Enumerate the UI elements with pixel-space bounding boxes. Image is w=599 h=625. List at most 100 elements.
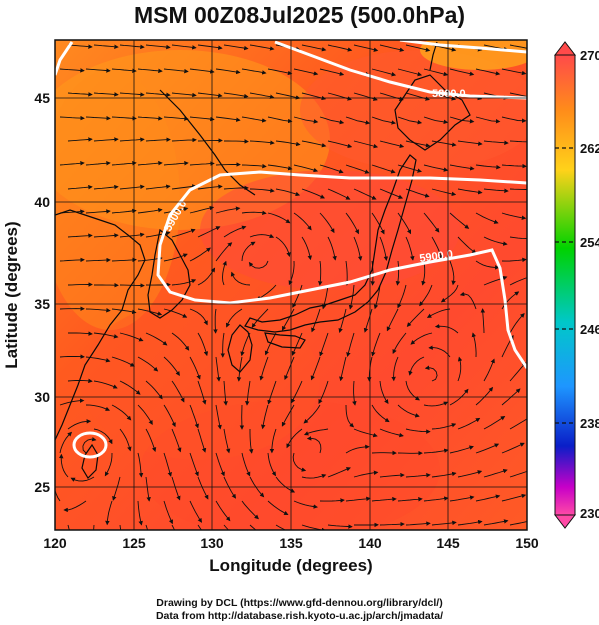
- streamline: [215, 242, 233, 262]
- streamline: [171, 184, 197, 190]
- streamline: [137, 500, 143, 526]
- streamline: [426, 308, 451, 318]
- streamline: [275, 236, 291, 257]
- streamline: [457, 356, 463, 382]
- streamline: [137, 356, 159, 372]
- streamline: [82, 436, 97, 454]
- streamline: [293, 116, 319, 124]
- streamline: [251, 308, 269, 328]
- streamline: [59, 115, 85, 121]
- streamline: [352, 380, 357, 406]
- streamline: [145, 476, 151, 502]
- coast-russia: [159, 89, 256, 196]
- streamline: [327, 524, 353, 529]
- streamline: [371, 404, 390, 423]
- contour-label: 5800.0: [432, 88, 466, 100]
- streamline: [423, 116, 449, 125]
- streamline: [373, 284, 381, 310]
- streamline: [475, 260, 500, 270]
- streamline: [319, 498, 345, 503]
- streamline: [93, 380, 118, 389]
- streamline: [119, 524, 122, 530]
- y-tick-label: 45: [34, 90, 50, 106]
- streamline: [353, 428, 378, 438]
- streamline: [224, 139, 249, 144]
- streamline: [405, 92, 430, 101]
- streamline: [197, 524, 202, 530]
- streamline: [345, 164, 370, 174]
- streamline: [171, 524, 176, 530]
- graticule: [55, 40, 527, 530]
- streamline: [248, 429, 254, 454]
- streamline: [245, 380, 251, 406]
- streamline: [405, 473, 431, 478]
- streamline: [197, 380, 207, 405]
- streamline: [379, 380, 389, 405]
- streamline: [536, 318, 555, 333]
- streamline: [241, 241, 256, 262]
- streamline: [301, 188, 326, 199]
- streamline: [249, 140, 275, 145]
- map-title: MSM 00Z08Jul2025 (500.0hPa): [133, 2, 466, 28]
- streamline: [248, 260, 269, 269]
- streamline: [483, 236, 508, 246]
- wind-streamlines: [55, 44, 555, 530]
- coast-shikoku: [264, 332, 306, 349]
- streamline: [371, 332, 381, 357]
- streamline: [509, 470, 527, 478]
- streamline: [449, 260, 456, 286]
- streamline: [457, 140, 483, 146]
- streamline: [345, 116, 371, 125]
- streamline: [197, 138, 223, 143]
- streamline: [480, 308, 486, 334]
- y-axis-label: Latitude (degrees): [2, 221, 21, 369]
- streamline: [249, 44, 275, 51]
- streamline: [223, 44, 249, 51]
- streamline: [220, 332, 225, 358]
- streamline: [301, 236, 313, 261]
- streamline: [119, 137, 145, 142]
- streamline: [353, 140, 379, 149]
- streamline: [236, 356, 243, 382]
- streamline: [423, 448, 449, 454]
- streamline: [528, 257, 552, 261]
- streamline: [111, 116, 137, 121]
- streamline: [269, 428, 277, 454]
- streamline: [405, 236, 415, 261]
- streamline: [197, 184, 223, 190]
- streamline: [371, 164, 396, 174]
- streamline: [267, 500, 289, 516]
- streamline: [163, 68, 189, 74]
- streamline: [241, 500, 259, 520]
- streamline: [509, 277, 527, 286]
- streamline: [509, 188, 527, 190]
- streamline: [249, 188, 275, 193]
- streamline: [475, 443, 500, 454]
- streamline: [85, 68, 111, 73]
- streamline: [230, 271, 251, 286]
- streamline: [528, 340, 545, 357]
- streamline: [241, 163, 267, 169]
- contour-5800-north: [274, 40, 527, 100]
- streamline: [301, 473, 327, 479]
- streamline: [281, 404, 295, 427]
- streamline: [509, 521, 527, 526]
- x-tick-label: 125: [122, 535, 146, 551]
- contour-5800-ne: [399, 40, 527, 54]
- streamline: [223, 380, 228, 406]
- streamline: [475, 212, 499, 224]
- streamline: [405, 521, 431, 526]
- streamline: [421, 260, 426, 286]
- streamline: [249, 524, 257, 530]
- streamline: [319, 332, 329, 357]
- streamline: [379, 428, 404, 438]
- streamline: [93, 184, 119, 190]
- streamline: [483, 468, 508, 478]
- streamline: [85, 115, 111, 121]
- streamline: [67, 184, 93, 190]
- streamline: [93, 44, 119, 49]
- streamline: [501, 212, 527, 220]
- streamline: [423, 496, 449, 502]
- streamline: [501, 116, 527, 123]
